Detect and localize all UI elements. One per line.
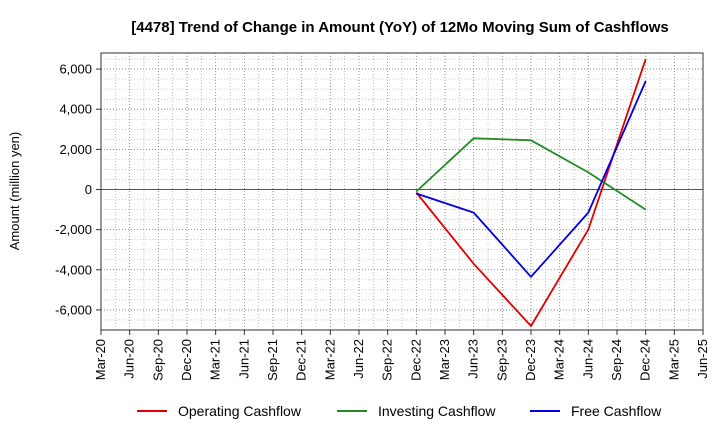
x-tick-label: Sep-21 (265, 339, 280, 381)
x-tick-label: Jun-24 (580, 339, 595, 379)
x-tick-label: Jun-23 (466, 339, 481, 379)
series-line-free-cashflow (416, 80, 647, 278)
y-tick-label: 2,000 (59, 142, 92, 157)
series-line-investing-cashflow (415, 137, 647, 211)
x-tick-label: Mar-20 (93, 339, 108, 380)
y-tick-label: 0 (85, 182, 92, 197)
x-tick-label: Jun-20 (122, 339, 137, 379)
x-tick-label: Jun-25 (695, 339, 710, 379)
plot-border (100, 52, 704, 331)
x-tick-label: Jun-22 (351, 339, 366, 379)
legend-label-investing-cashflow: Investing Cashflow (378, 403, 496, 419)
x-tick-label: Dec-21 (294, 339, 309, 381)
x-tick-label: Mar-25 (666, 339, 681, 380)
x-tick-label: Dec-22 (408, 339, 423, 381)
series-line-operating-cashflow (415, 58, 647, 327)
x-tick-label: Mar-21 (208, 339, 223, 380)
y-tick-label: -6,000 (55, 302, 92, 317)
x-tick-label: Jun-21 (236, 339, 251, 379)
y-tick-label: 6,000 (59, 62, 92, 77)
x-tick-label: Mar-24 (552, 339, 567, 380)
y-tick-label: 4,000 (59, 102, 92, 117)
y-axis-label: Amount (million yen) (7, 132, 22, 251)
legend-label-free-cashflow: Free Cashflow (571, 403, 662, 419)
y-tick-label: -2,000 (55, 222, 92, 237)
x-tick-label: Dec-24 (638, 339, 653, 381)
chart-title: [4478] Trend of Change in Amount (YoY) o… (131, 19, 669, 36)
x-tick-label: Mar-22 (322, 339, 337, 380)
x-tick-label: Sep-23 (494, 339, 509, 381)
x-tick-label: Mar-23 (437, 339, 452, 380)
x-tick-label: Sep-20 (150, 339, 165, 381)
x-tick-label: Sep-24 (609, 339, 624, 381)
legend: Operating Cashflow Investing Cashflow Free… (137, 403, 662, 419)
x-tick-label: Sep-22 (380, 339, 395, 381)
legend-label-operating-cashflow: Operating Cashflow (178, 403, 302, 419)
plot-area: 6,000 4,000 2,000 0 -2,000 -4,000 -6,000 Mar-20… (55, 52, 710, 381)
x-tick-label: Dec-20 (179, 339, 194, 381)
y-tick-label: -4,000 (55, 262, 92, 277)
x-tick-label: Dec-23 (523, 339, 538, 381)
